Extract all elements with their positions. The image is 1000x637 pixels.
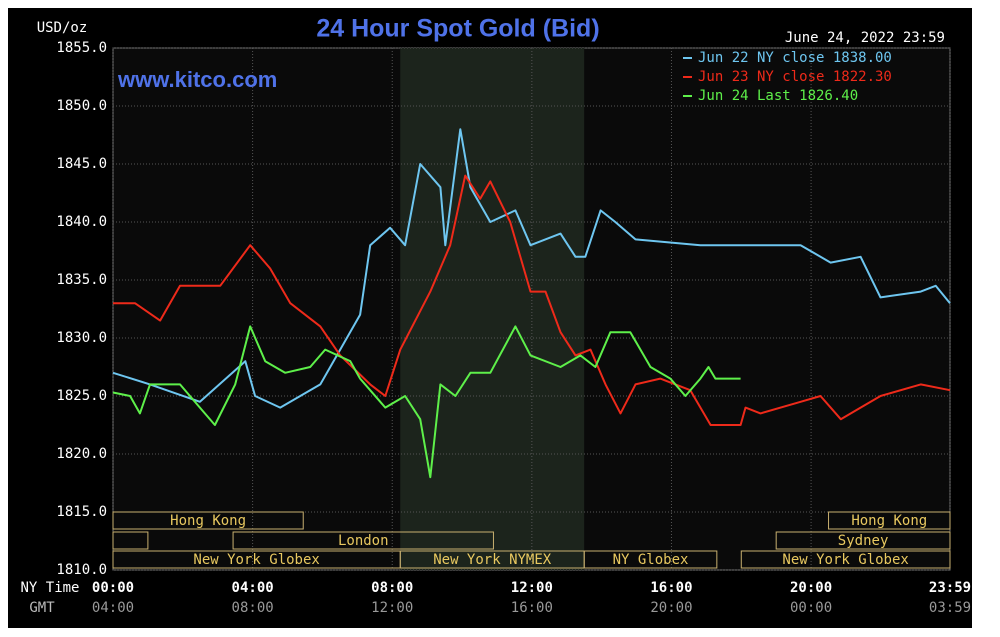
x-tick-label: 23:59 — [929, 580, 971, 596]
session-label: New York NYMEX — [433, 552, 552, 568]
x2-tick-label: 20:00 — [650, 600, 692, 616]
line-series — [112, 325, 741, 479]
session-label: New York Globex — [193, 552, 319, 568]
x2-tick-label: 00:00 — [790, 600, 832, 616]
x-axis-label: NY Time — [20, 580, 79, 596]
line-series — [112, 128, 951, 409]
session-box — [232, 531, 494, 550]
x2-tick-label: 16:00 — [511, 600, 553, 616]
session-box — [775, 531, 951, 550]
y-tick-label: 1830.0 — [56, 330, 107, 346]
y-tick-label: 1855.0 — [56, 40, 107, 56]
chart-date: June 24, 2022 23:59 — [785, 30, 945, 46]
x2-tick-label: 04:00 — [92, 600, 134, 616]
session-label: New York Globex — [782, 552, 908, 568]
session-box — [740, 550, 951, 569]
session-label: NY Globex — [613, 552, 689, 568]
watermark: www.kitco.com — [117, 67, 277, 92]
x2-tick-label: 12:00 — [371, 600, 413, 616]
legend-label: Jun 22 NY close 1838.00 — [698, 50, 892, 66]
line-series — [113, 174, 951, 426]
x-tick-label: 04:00 — [232, 580, 274, 596]
session-label: Sydney — [838, 533, 889, 549]
x-tick-label: 20:00 — [790, 580, 832, 596]
session-label: Hong Kong — [851, 513, 927, 529]
x-tick-label: 16:00 — [650, 580, 692, 596]
session-label: Hong Kong — [170, 513, 246, 529]
x-tick-label: 00:00 — [92, 580, 134, 596]
legend-label: Jun 24 Last 1826.40 — [698, 88, 858, 104]
session-box — [112, 531, 149, 550]
y-axis-label: USD/oz — [37, 20, 88, 36]
y-tick-label: 1840.0 — [56, 214, 107, 230]
y-tick-label: 1845.0 — [56, 156, 107, 172]
x2-tick-label: 03:59 — [929, 600, 971, 616]
x2-axis-label: GMT — [29, 600, 55, 616]
chart-title: 24 Hour Spot Gold (Bid) — [316, 15, 599, 43]
y-tick-label: 1815.0 — [56, 504, 107, 520]
y-tick-label: 1820.0 — [56, 446, 107, 462]
y-tick-label: 1850.0 — [56, 98, 107, 114]
session-box — [112, 511, 304, 530]
session-label: London — [338, 533, 389, 549]
legend-label: Jun 23 NY close 1822.30 — [698, 69, 892, 85]
y-tick-label: 1810.0 — [56, 562, 107, 578]
y-tick-label: 1835.0 — [56, 272, 107, 288]
x2-tick-label: 08:00 — [232, 600, 274, 616]
session-box — [583, 550, 718, 569]
shaded-session — [400, 48, 585, 570]
session-box — [828, 511, 951, 530]
x-tick-label: 08:00 — [371, 580, 413, 596]
y-tick-label: 1825.0 — [56, 388, 107, 404]
x-tick-label: 12:00 — [511, 580, 553, 596]
